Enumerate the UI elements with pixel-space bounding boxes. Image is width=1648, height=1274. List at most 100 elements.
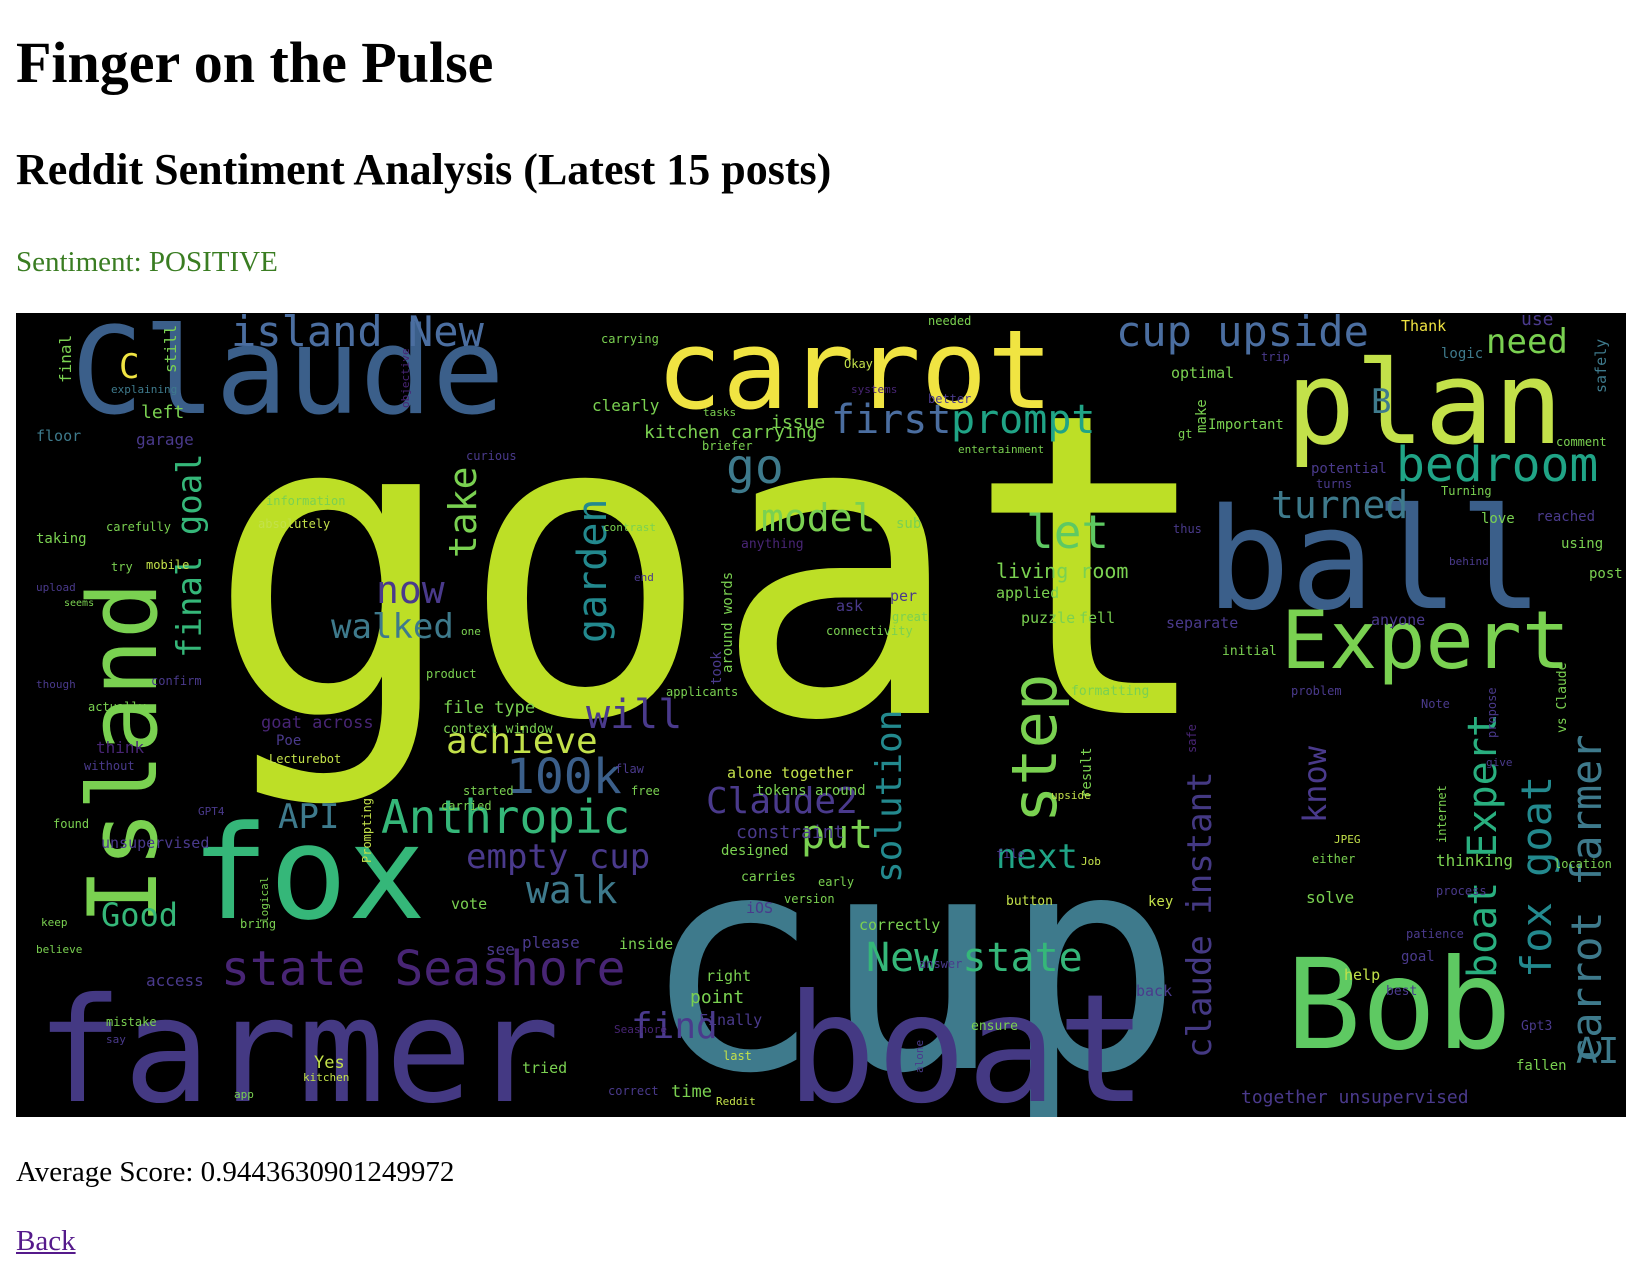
word-briefer: briefer [702, 439, 753, 453]
word-anything: anything [741, 537, 804, 552]
word-file-type: file type [443, 698, 535, 718]
word-correct: correct [608, 1084, 659, 1098]
word-final-goal: final goal [170, 453, 210, 658]
word-systems: systems [851, 383, 897, 396]
word-safely: safely [1592, 339, 1610, 393]
word-walk: walk [526, 868, 618, 912]
word-job: Job [1081, 855, 1101, 868]
word-version: version [784, 892, 835, 906]
sentiment-label: Sentiment: [16, 246, 149, 278]
word-alone-together: alone together [727, 764, 853, 782]
word-goat-across: goat across [261, 713, 374, 733]
word-believe: believe [36, 943, 82, 956]
word-solution: solution [869, 710, 910, 883]
page-title: Finger on the Pulse [16, 30, 494, 95]
word-product: product [426, 667, 477, 681]
word-better: better [928, 392, 971, 406]
word-give: give [1486, 756, 1513, 769]
word-finally: Finally [699, 1011, 762, 1029]
word-ask: ask [836, 597, 863, 615]
word-safe: safe [1185, 724, 1199, 753]
word-clearly: clearly [592, 396, 660, 415]
word-process: process [1436, 884, 1487, 898]
average-score-label: Average Score: [16, 1156, 201, 1188]
word-carefully: carefully [106, 520, 171, 534]
word-try: try [111, 560, 133, 574]
word-tasks: tasks [703, 406, 736, 419]
word-cloud-image: goat cup boat farmer ball fox Bob Claude plan car… [16, 313, 1626, 1117]
word-fell: fell [1079, 609, 1115, 627]
word-objective: objective [399, 348, 412, 408]
word-either: either [1312, 852, 1355, 866]
word-correctly: correctly [859, 916, 940, 934]
word-access: access [146, 971, 204, 990]
word-constraint: constraint [736, 822, 844, 843]
word-free: free [631, 784, 660, 798]
word-fox: fox [191, 797, 426, 949]
word-issue: issue [771, 412, 825, 433]
word-thank: Thank [1401, 317, 1446, 335]
word-see: see [486, 940, 515, 959]
word-connectivity: connectivity [826, 624, 913, 638]
word-last: last [723, 1049, 752, 1063]
word-ball: ball [1206, 479, 1543, 642]
word-anyone: anyone [1371, 611, 1425, 629]
word-ai: AI [1576, 1031, 1619, 1072]
word-vote: vote [451, 895, 487, 913]
word-new-state: New state [866, 935, 1083, 981]
word-without: without [84, 759, 135, 773]
word-button: button [1006, 894, 1053, 909]
word-garage: garage [136, 430, 194, 449]
word-optimal: optimal [1171, 364, 1234, 382]
word-per: per [890, 587, 917, 605]
word-state-seashore: state Seashore [221, 941, 626, 997]
word-designed: designed [721, 843, 788, 859]
word-poe: Poe [276, 733, 301, 749]
word-100k: 100k [506, 749, 622, 805]
word-use: use [1521, 313, 1554, 330]
word-started: started [463, 784, 514, 798]
word-anthropic: Anthropic [381, 790, 630, 844]
word-love: love [1481, 511, 1515, 527]
back-link[interactable]: Back [16, 1225, 76, 1257]
word-initial: initial [1222, 644, 1277, 659]
word-turned: turned [1271, 483, 1408, 527]
word-left: left [141, 402, 184, 423]
word-ios: iOS [746, 899, 773, 917]
word-floor: floor [36, 427, 81, 445]
word-ensure: ensure [971, 1019, 1018, 1034]
word-taking: taking [36, 531, 87, 547]
word-island: Island [69, 582, 179, 925]
word-unsupervised: unsupervised [101, 834, 209, 852]
word-jpeg: JPEG [1334, 833, 1361, 846]
word-make: make [1194, 399, 1210, 433]
word-bring: bring [240, 917, 276, 931]
word-carrot-farmer: carrot farmer [1562, 734, 1611, 1063]
word-go: go [726, 439, 784, 495]
word-right: right [706, 967, 751, 985]
word-inside: inside [619, 935, 673, 953]
word-fallen: fallen [1516, 1058, 1567, 1074]
word-thus: thus [1173, 522, 1202, 536]
word-flaw: flaw [615, 762, 645, 776]
word-empty-cup: empty cup [466, 837, 650, 877]
word-took: took [709, 651, 725, 685]
word-found: found [53, 817, 89, 831]
average-score-value: 0.9443630901249972 [200, 1156, 455, 1188]
word-logical: logical [258, 877, 271, 923]
word-separate: separate [1166, 614, 1238, 632]
word-yes: Yes [314, 1053, 345, 1073]
word-important: Important [1208, 417, 1284, 433]
word-vs-claude: vs Claude [1555, 662, 1570, 733]
word-boat-expert: boat Expert [1460, 713, 1506, 978]
word-result: result [1079, 747, 1095, 798]
word-good: Good [101, 896, 178, 934]
word-expert: Expert [1281, 594, 1570, 687]
word-okay: Okay [844, 357, 873, 371]
word-will: will [586, 692, 682, 738]
word-comment: comment [1556, 435, 1607, 449]
word-confirm: confirm [151, 674, 202, 688]
word-actually: actually [88, 700, 146, 714]
word-find: find [631, 1006, 718, 1047]
word-b: B [1371, 382, 1391, 422]
